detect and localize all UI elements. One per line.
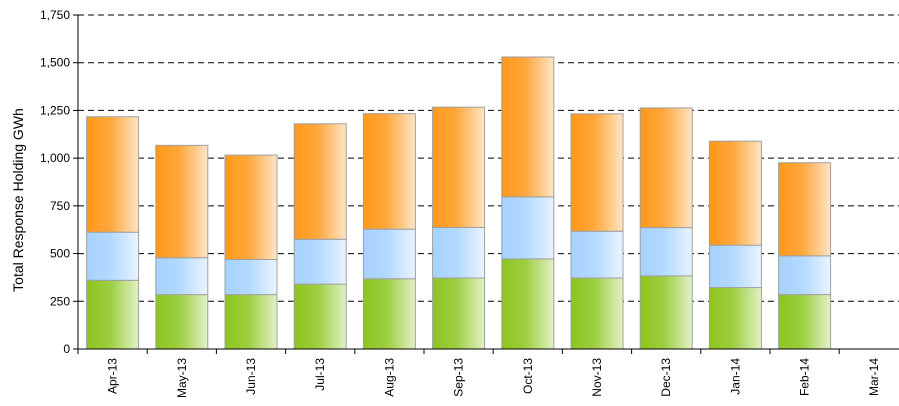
bar-segment: [570, 230, 624, 279]
y-tick-label: 750: [50, 199, 70, 213]
bar-segment: [362, 228, 416, 280]
bar-segment: [432, 106, 486, 228]
bar-segment: [639, 275, 693, 350]
bar-segment: [501, 56, 555, 198]
bar-segment: [86, 116, 140, 233]
bar-segment: [293, 238, 347, 285]
bar-segment: [293, 123, 347, 240]
x-tick-label: Mar-14: [867, 358, 881, 396]
x-tick-label: Aug-13: [382, 358, 396, 397]
x-tick-label: Feb-14: [798, 358, 812, 396]
bar-segment: [362, 278, 416, 350]
bar-segment: [362, 113, 416, 230]
y-tick-label: 1,500: [40, 56, 70, 70]
x-tick-label: Jul-13: [313, 358, 327, 391]
bar-segment: [432, 226, 486, 279]
x-tick-label: Sep-13: [452, 358, 466, 397]
x-tick-label: Jun-13: [244, 358, 258, 395]
bar-segment: [224, 154, 278, 260]
y-tick-label: 0: [63, 342, 70, 356]
bar-segment: [155, 294, 209, 350]
gridlines: [78, 14, 899, 302]
y-tick-label: 500: [50, 247, 70, 261]
x-tick-label: Nov-13: [590, 358, 604, 397]
y-tick-label: 1,000: [40, 151, 70, 165]
y-tick-label: 250: [50, 294, 70, 308]
bar-segment: [778, 162, 832, 257]
x-tick-label: Jan-14: [728, 358, 742, 395]
bar-segment: [432, 277, 486, 350]
y-tick-label: 1,250: [40, 103, 70, 117]
axes: 0 250 500 750 1,000 1,250 1,500 1,750 Apr-13 May-…: [40, 8, 899, 398]
bar-segment: [570, 113, 624, 232]
bar-segment: [224, 258, 278, 296]
bar-segment: [155, 257, 209, 296]
y-axis-title: Total Response Holding GWh: [10, 108, 26, 292]
bar-segment: [639, 227, 693, 277]
y-tick-label: 1,750: [40, 8, 70, 22]
x-tick-label: Apr-13: [106, 358, 120, 394]
bar-segment: [570, 277, 624, 350]
bar-segment: [708, 244, 762, 289]
bar-segment: [708, 140, 762, 246]
x-tick-label: Oct-13: [521, 358, 535, 394]
bars: [86, 56, 832, 350]
bar-segment: [708, 287, 762, 350]
bar-segment: [224, 294, 278, 350]
x-tick-label: Dec-13: [659, 358, 673, 397]
bar-segment: [778, 255, 832, 296]
bar-segment: [778, 294, 832, 350]
bar-segment: [86, 279, 140, 350]
x-tick-label: May-13: [175, 358, 189, 398]
bar-segment: [501, 196, 555, 260]
bar-segment: [501, 258, 555, 350]
bar-segment: [293, 283, 347, 350]
bar-segment: [155, 144, 209, 259]
bar-segment: [639, 107, 693, 229]
bar-segment: [86, 231, 140, 281]
